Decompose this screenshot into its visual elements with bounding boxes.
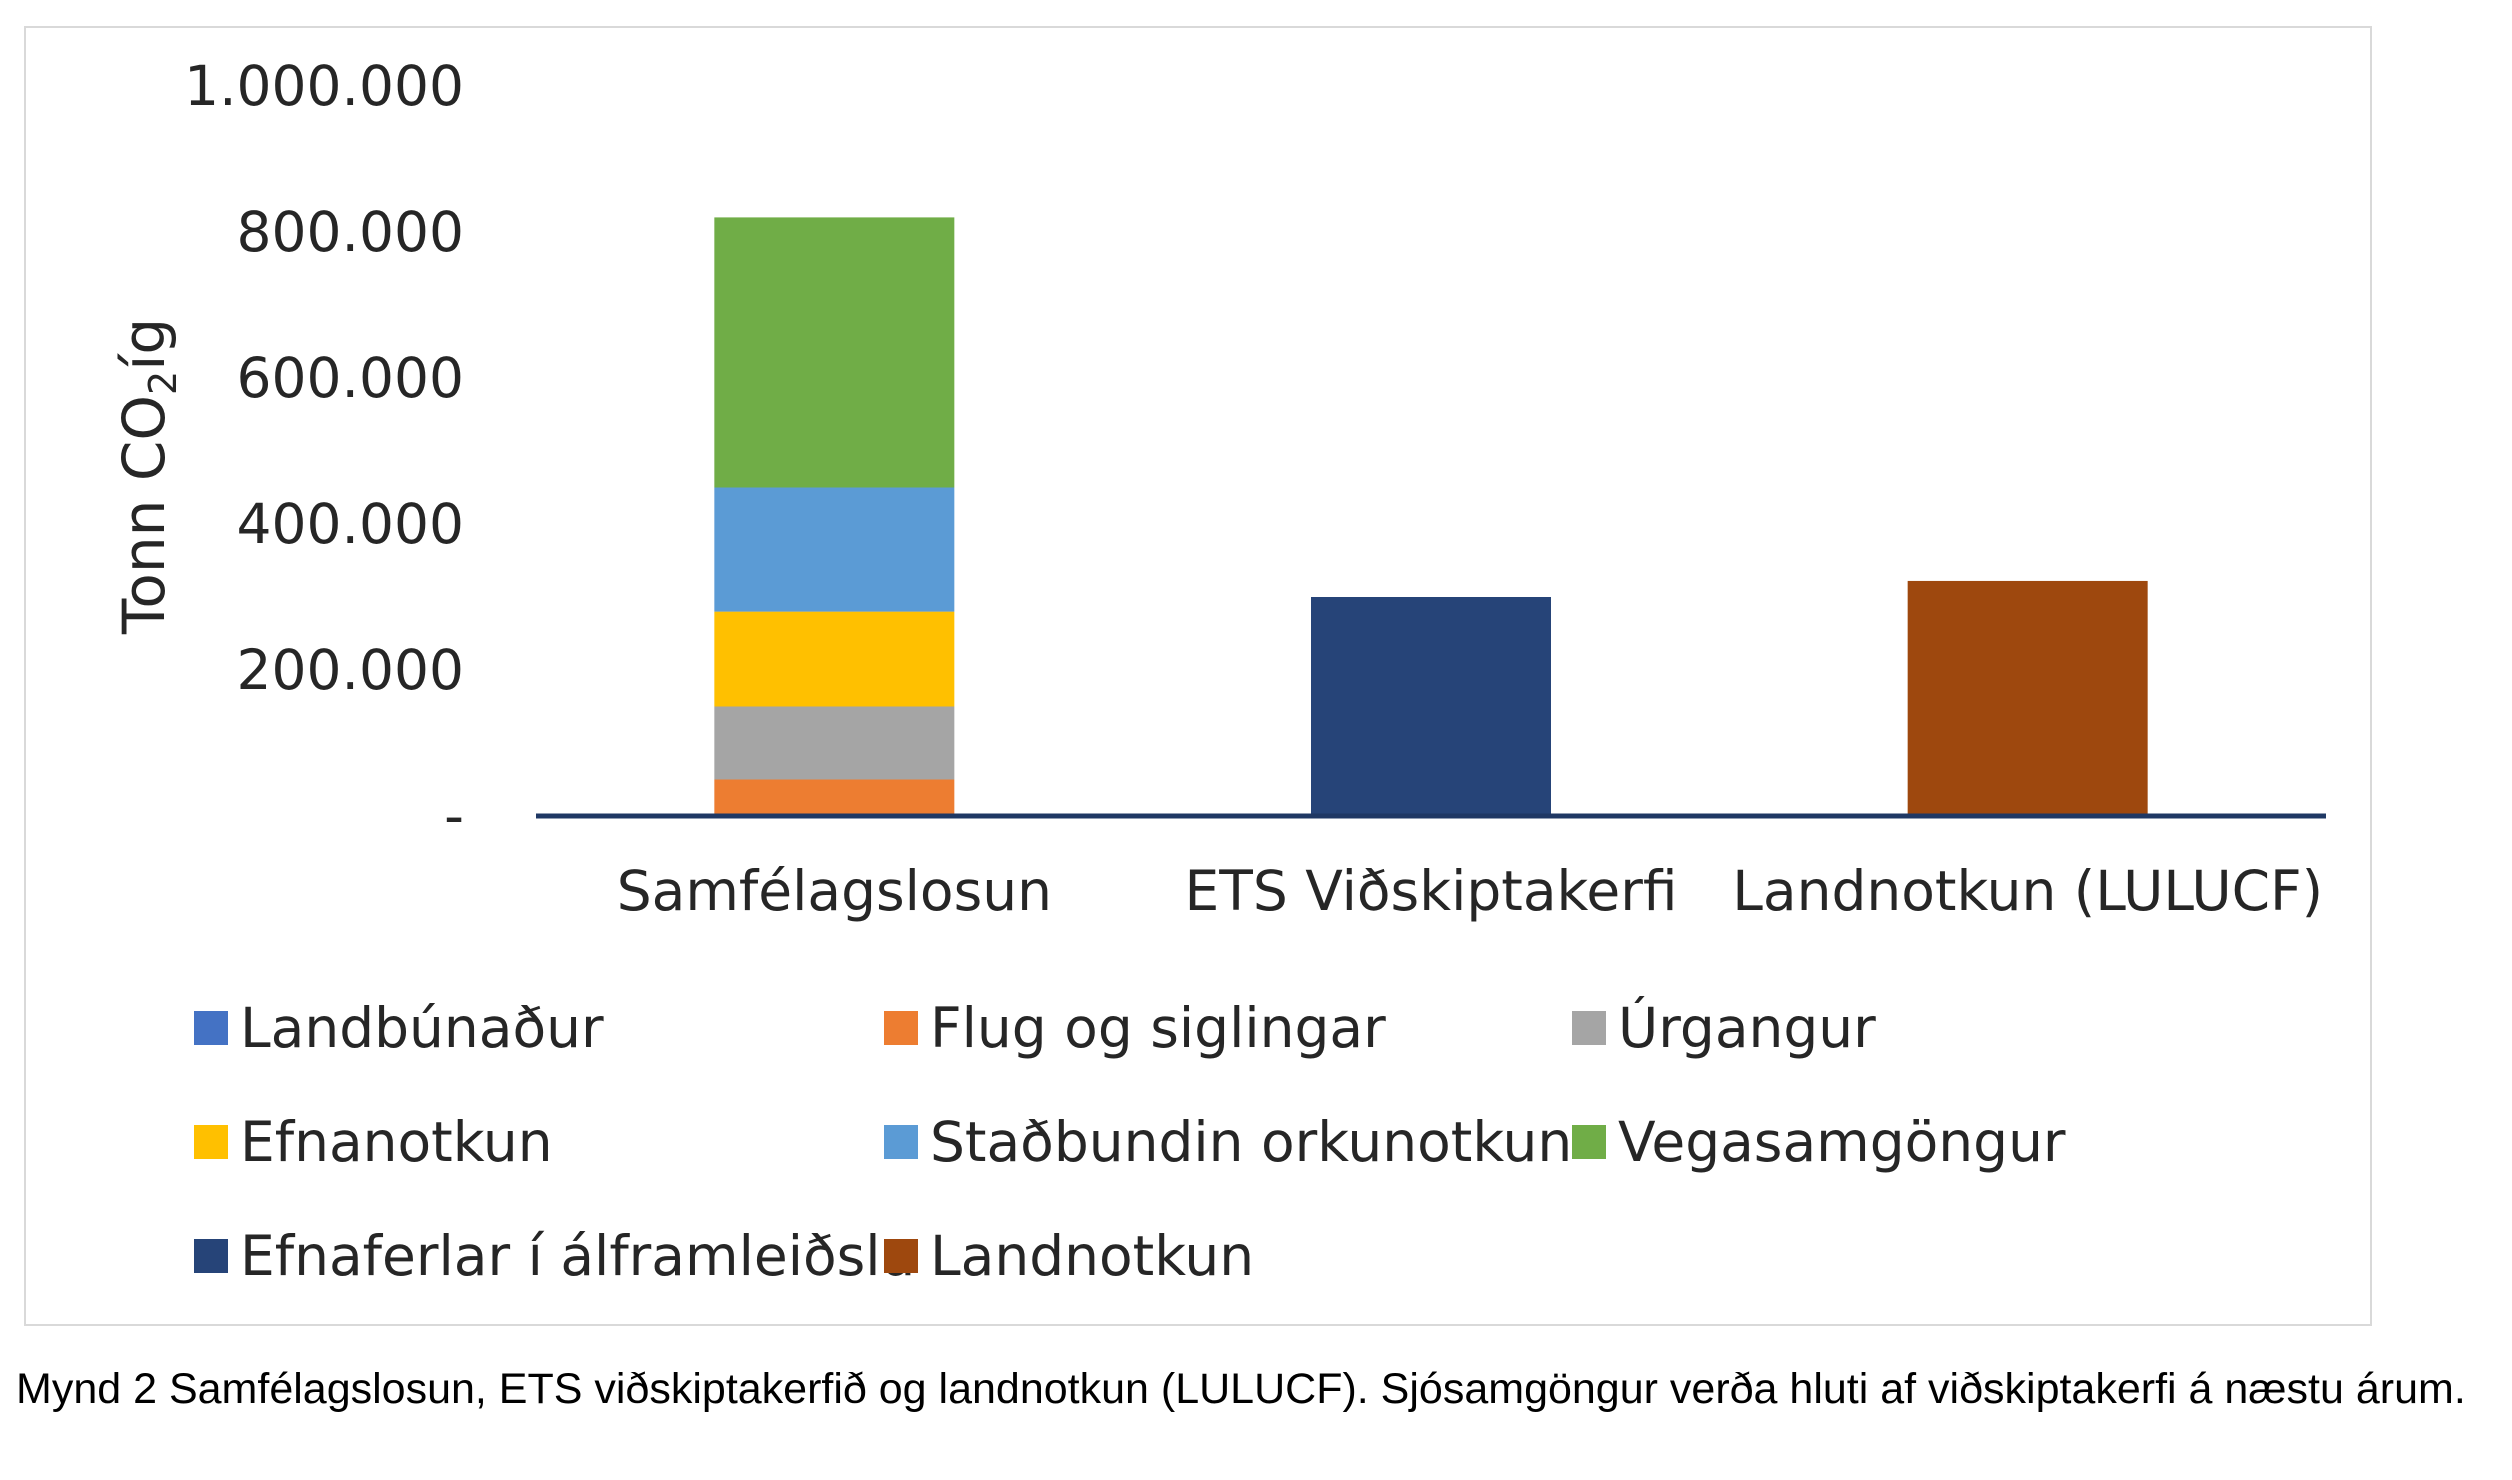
y-tick-label: 800.000 (237, 200, 464, 264)
legend-swatch (194, 1239, 228, 1273)
y-tick-label: - (444, 784, 464, 848)
legend-swatch (194, 1011, 228, 1045)
legend-item: Vegasamgöngur (1572, 1110, 2066, 1174)
y-axis-title-tail: íg (110, 318, 178, 371)
y-axis-title-main: Tonn CO (110, 395, 178, 635)
svg-text:Tonn CO2íg: Tonn CO2íg (110, 318, 185, 635)
legend-label: Efnanotkun (240, 1110, 553, 1174)
legend-item: Efnanotkun (194, 1110, 553, 1174)
legend-label: Staðbundin orkunotkun (930, 1110, 1573, 1174)
y-tick-label: 600.000 (237, 346, 464, 410)
y-axis-title-subscript: 2 (141, 371, 185, 395)
chart-frame: Tonn CO2íg - 200.000 400.000 600.000 800.000… (24, 26, 2372, 1326)
legend-swatch (1572, 1125, 1606, 1159)
y-axis-ticks: - 200.000 400.000 600.000 800.000 1.000.000 (184, 54, 464, 848)
bars (714, 217, 2148, 816)
figure-caption: Mynd 2 Samfélagslosun, ETS viðskiptakerf… (16, 1365, 2466, 1413)
x-tick-label: Samfélagslosun (617, 859, 1052, 923)
bar-segment (714, 487, 955, 612)
bar-segment (714, 611, 955, 707)
bar-segment (1311, 597, 1551, 816)
legend-item: Flug og siglingar (884, 996, 1386, 1060)
bar-segment (714, 217, 955, 488)
bar-segment (714, 706, 955, 780)
legend-label: Úrgangur (1618, 996, 1876, 1060)
x-axis-ticks: Samfélagslosun ETS Viðskiptakerfi Landnotk… (617, 859, 2323, 923)
y-tick-label: 200.000 (237, 638, 464, 702)
legend-item: Úrgangur (1572, 996, 1876, 1060)
y-tick-label: 400.000 (237, 492, 464, 556)
y-axis-title: Tonn CO2íg (110, 318, 185, 635)
legend-label: Vegasamgöngur (1618, 1110, 2066, 1174)
legend-swatch (884, 1239, 918, 1273)
legend-item: Efnaferlar í álframleiðslu (194, 1224, 915, 1288)
legend-swatch (884, 1125, 918, 1159)
legend-item: Landnotkun (884, 1224, 1254, 1288)
legend-label: Flug og siglingar (930, 996, 1386, 1060)
stacked-bar-chart: Tonn CO2íg - 200.000 400.000 600.000 800.000… (110, 54, 2326, 923)
x-tick-label: ETS Viðskiptakerfi (1184, 859, 1677, 923)
legend-item: Staðbundin orkunotkun (884, 1110, 1572, 1174)
legend-label: Landnotkun (930, 1224, 1255, 1288)
x-tick-label: Landnotkun (LULUCF) (1732, 859, 2323, 923)
legend-label: Landbúnaður (240, 996, 604, 1060)
bar-segment (714, 779, 955, 816)
legend-swatch (884, 1011, 918, 1045)
legend-item: Landbúnaður (194, 996, 604, 1060)
bar-segment (1907, 580, 2148, 816)
legend-swatch (1572, 1011, 1606, 1045)
y-tick-label: 1.000.000 (184, 54, 464, 118)
legend-swatch (194, 1125, 228, 1159)
legend-label: Efnaferlar í álframleiðslu (240, 1224, 916, 1288)
